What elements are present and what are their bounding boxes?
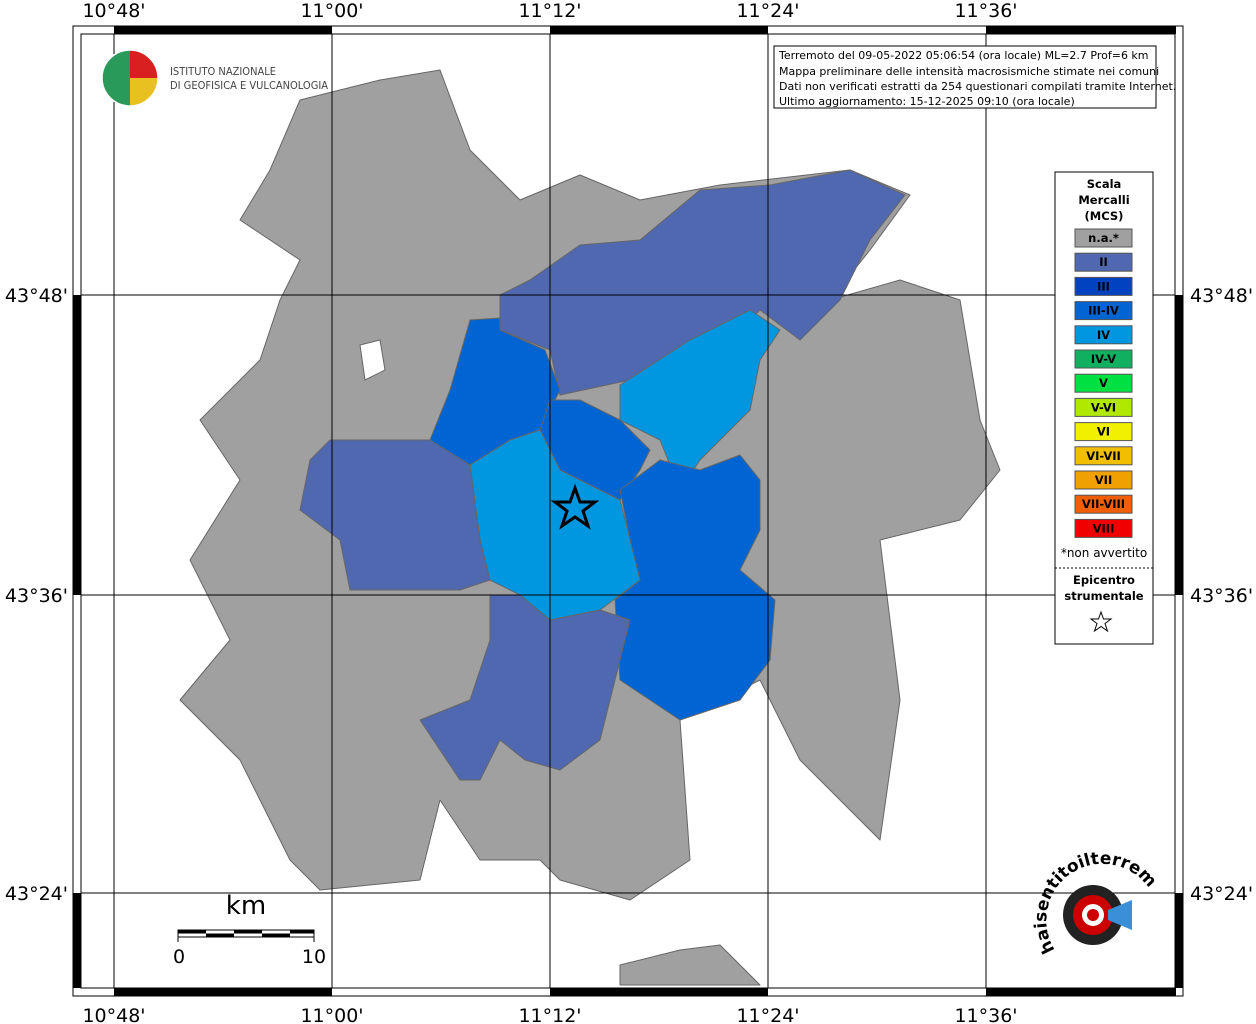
info-line: Ultimo aggiornamento: 15-12-2025 09:10 (… bbox=[779, 95, 1075, 108]
legend-swatch bbox=[1074, 446, 1133, 466]
legend-title: Scala bbox=[1087, 177, 1122, 191]
x-tick-label: 11°24' bbox=[736, 0, 799, 22]
tick-labels: 10°48' 10°48' 11°00' 11°00' 11°12' 11°12' 11°2… bbox=[5, 0, 1253, 1024]
legend-items: n.a.*IIIIIIII-IVIVIV-VVV-VIVIVI-VIIVIIVI… bbox=[1074, 228, 1133, 538]
lake bbox=[359, 339, 386, 381]
logo-text: DI GEOFISICA E VULCANOLOGIA bbox=[170, 79, 328, 92]
legend-label: IV bbox=[1097, 328, 1110, 342]
legend-swatch bbox=[1074, 518, 1133, 538]
map-area bbox=[80, 33, 1176, 989]
municipality-iii bbox=[614, 454, 776, 721]
epicenter bbox=[550, 483, 600, 530]
legend-swatch bbox=[1074, 422, 1133, 442]
scale-label: 10 bbox=[302, 946, 326, 968]
y-tick-label: 43°48' bbox=[5, 285, 68, 307]
legend-swatch bbox=[1074, 228, 1133, 248]
x-tick-label: 11°36' bbox=[954, 0, 1017, 22]
municipality-na bbox=[619, 944, 761, 986]
x-tick-label: 10°48' bbox=[82, 0, 145, 22]
x-tick-label: 11°24' bbox=[736, 1005, 799, 1024]
legend-label: IV-V bbox=[1091, 352, 1116, 366]
legend-title: (MCS) bbox=[1085, 209, 1124, 223]
legend-swatch bbox=[1074, 252, 1133, 272]
info-line: Terremoto del 09-05-2022 05:06:54 (ora l… bbox=[778, 49, 1149, 62]
legend-swatch bbox=[1074, 373, 1133, 393]
municipality-ii bbox=[299, 439, 491, 591]
legend-label: V bbox=[1099, 376, 1108, 390]
legend-swatch bbox=[1074, 470, 1133, 490]
municipalities bbox=[179, 69, 1001, 986]
municipality-ii bbox=[499, 169, 906, 396]
legend-star bbox=[1089, 610, 1113, 633]
info-line: Mappa preliminare delle intensità macros… bbox=[779, 65, 1159, 78]
municipality-ii bbox=[419, 594, 631, 781]
scale-label: 0 bbox=[173, 946, 185, 968]
x-tick-label: 10°48' bbox=[82, 1005, 145, 1024]
legend-epicenter: Epicentro bbox=[1073, 573, 1135, 587]
y-tick-label: 43°48' bbox=[1190, 285, 1253, 307]
scale-bar bbox=[177, 929, 315, 942]
legend-swatch bbox=[1074, 301, 1133, 321]
logo-text: ISTITUTO NAZIONALE bbox=[170, 65, 276, 78]
scale-unit: km bbox=[226, 891, 266, 921]
x-tick-label: 11°36' bbox=[954, 1005, 1017, 1024]
y-tick-label: 43°36' bbox=[5, 585, 68, 607]
x-tick-label: 11°00' bbox=[300, 1005, 363, 1024]
x-tick-label: 11°00' bbox=[300, 0, 363, 22]
legend-label: n.a.* bbox=[1088, 231, 1119, 245]
legend-label: VI bbox=[1097, 425, 1110, 439]
legend-label: II bbox=[1099, 255, 1108, 269]
info-line: Dati non verificati estratti da 254 ques… bbox=[779, 80, 1176, 93]
y-tick-label: 43°36' bbox=[1190, 585, 1253, 607]
legend-label: VII bbox=[1095, 473, 1112, 487]
legend-epicenter: strumentale bbox=[1064, 589, 1143, 603]
x-tick-label: 11°12' bbox=[518, 1005, 581, 1024]
y-tick-label: 43°24' bbox=[5, 883, 68, 905]
municipality-iv bbox=[619, 309, 781, 491]
graticule bbox=[81, 34, 1175, 988]
legend-label: V-VI bbox=[1091, 400, 1116, 414]
legend-swatch bbox=[1074, 349, 1133, 369]
ingv-logo: ISTITUTO NAZIONALE DI GEOFISICA E VULCAN… bbox=[101, 49, 328, 107]
municipality-iv bbox=[469, 429, 641, 621]
legend-label: VII-VIII bbox=[1082, 497, 1125, 511]
legend-label: VIII bbox=[1093, 521, 1115, 535]
legend-swatch bbox=[1074, 494, 1133, 514]
legend-label: III bbox=[1097, 279, 1110, 293]
legend-swatch bbox=[1074, 397, 1133, 417]
frame-bars bbox=[73, 26, 1183, 996]
y-tick-label: 43°24' bbox=[1190, 883, 1253, 905]
legend-swatch bbox=[1074, 276, 1133, 296]
legend-label: VI-VII bbox=[1086, 449, 1121, 463]
legend-swatch bbox=[1074, 325, 1133, 345]
x-tick-label: 11°12' bbox=[518, 0, 581, 22]
legend-label: III-IV bbox=[1088, 304, 1119, 318]
legend-note: *non avvertito bbox=[1061, 546, 1147, 560]
legend-title: Mercalli bbox=[1078, 193, 1129, 207]
info-box bbox=[773, 45, 1157, 109]
